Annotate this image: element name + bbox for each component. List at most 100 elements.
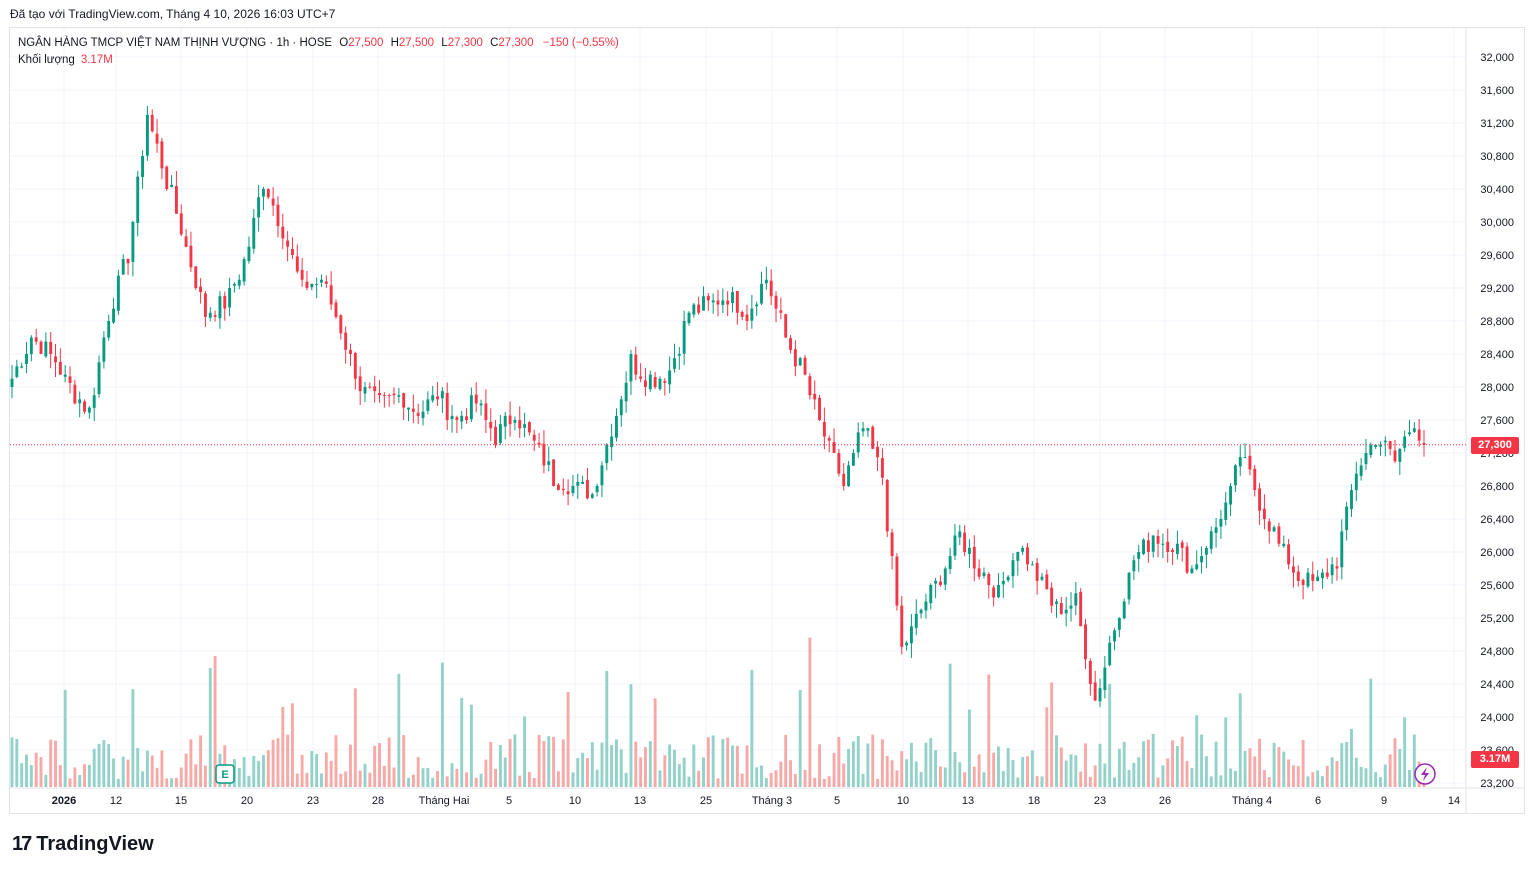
candle-body	[63, 374, 67, 377]
candle-body	[49, 341, 53, 354]
x-tick-label: 13	[962, 795, 974, 807]
candle-body	[1161, 543, 1165, 545]
volume-bar	[44, 775, 48, 787]
volume-bar	[653, 698, 657, 787]
candle-body	[527, 422, 531, 433]
candle-body	[1142, 539, 1145, 555]
candle-body	[972, 546, 976, 569]
candle-body	[170, 184, 174, 188]
candle-body	[445, 393, 449, 420]
candle-body	[1064, 609, 1068, 614]
volume-bar	[1108, 683, 1112, 787]
candle-body	[1035, 562, 1039, 581]
x-tick-label: 26	[1159, 795, 1171, 807]
candle-body	[871, 426, 875, 449]
volume-label[interactable]: Khối lượng	[18, 54, 75, 66]
volume-bar	[83, 764, 86, 787]
volume-bar	[34, 752, 38, 787]
volume-bar	[837, 737, 841, 787]
volume-bar	[1287, 759, 1291, 787]
candle-body	[141, 156, 145, 178]
candle-body	[822, 421, 826, 437]
volume-bar	[851, 741, 855, 787]
volume-bar	[136, 747, 140, 787]
candle-body	[407, 407, 410, 410]
volume-bar	[174, 777, 178, 787]
candle-body	[228, 288, 232, 308]
candle-body	[716, 300, 720, 305]
volume-bar	[581, 752, 585, 787]
candle-body	[479, 403, 483, 406]
volume-bar	[271, 739, 275, 787]
candle-body	[827, 438, 831, 441]
candle-body	[1301, 579, 1305, 585]
volume-bar	[460, 697, 464, 787]
volume-bar	[934, 750, 938, 787]
x-tick-label: 12	[110, 795, 122, 807]
x-tick-label: Tháng Hai	[419, 795, 470, 807]
y-tick-label: 26,000	[1480, 547, 1514, 559]
x-tick-label: Tháng 4	[1232, 795, 1272, 807]
volume-bar	[1238, 693, 1242, 787]
x-tick-label: 25	[700, 795, 712, 807]
candle-body	[257, 197, 261, 218]
volume-bar	[421, 768, 425, 787]
candle-body	[484, 403, 488, 420]
candle-body	[436, 396, 439, 400]
candle-body	[1180, 542, 1184, 548]
volume-bar	[252, 756, 256, 787]
candle-body	[271, 198, 275, 206]
volume-bar	[895, 770, 899, 787]
volume-bar	[58, 765, 62, 787]
candle-body	[668, 370, 672, 385]
volume-bar	[213, 656, 217, 787]
candle-body	[977, 568, 981, 577]
candle-body	[1354, 473, 1358, 491]
candle-body	[1238, 457, 1242, 467]
volume-bar	[1011, 760, 1015, 787]
volume-bar	[1364, 768, 1368, 787]
volume-bar	[987, 674, 991, 787]
candle-body	[1291, 566, 1295, 573]
candle-body	[1364, 453, 1368, 465]
logo-text: TradingView	[36, 833, 154, 855]
candle-body	[1267, 521, 1271, 532]
candle-body	[784, 314, 788, 338]
x-tick-label: 15	[175, 795, 187, 807]
candle-body	[1050, 587, 1054, 606]
volume-bar	[300, 754, 304, 787]
candle-body	[1393, 450, 1397, 462]
candle-body	[537, 442, 541, 445]
y-tick-label: 23,200	[1480, 778, 1514, 790]
volume-badge: 3.17M	[1471, 751, 1519, 768]
volume-bar	[682, 757, 686, 787]
volume-bar	[832, 752, 836, 787]
volume-bar	[397, 673, 401, 787]
tradingview-logo[interactable]: 17 TradingView	[12, 833, 154, 856]
volume-bar	[368, 772, 372, 787]
volume-bar	[721, 739, 725, 787]
volume-bar	[566, 692, 570, 787]
earnings-e-icon[interactable]: E	[215, 764, 235, 784]
symbol-name[interactable]: NGÂN HÀNG TMCP VIỆT NAM THỊNH VƯỢNG · 1h…	[18, 37, 333, 49]
price-chart[interactable]: 32,000 31,600 31,200 30,800 30,400 30,000 29,6…	[0, 0, 1534, 830]
volume-bar	[382, 765, 386, 787]
volume-bar	[1345, 741, 1349, 787]
volume-bar	[1175, 746, 1179, 787]
x-tick-label: 23	[307, 795, 319, 807]
candle-body	[1369, 444, 1373, 456]
candle-body	[1021, 547, 1025, 552]
candle-body	[624, 382, 628, 402]
lightning-icon[interactable]	[1414, 763, 1436, 785]
candle-body	[1045, 574, 1049, 590]
volume-bar	[1267, 777, 1271, 787]
candle-body	[276, 204, 280, 227]
candle-body	[919, 609, 923, 614]
volume-bar	[1258, 738, 1262, 787]
volume-bar	[1190, 768, 1194, 787]
candle-body	[692, 304, 696, 315]
candle-body	[25, 354, 28, 365]
candle-body	[813, 394, 817, 400]
candle-body	[1108, 642, 1112, 666]
candle-body	[1345, 506, 1349, 531]
